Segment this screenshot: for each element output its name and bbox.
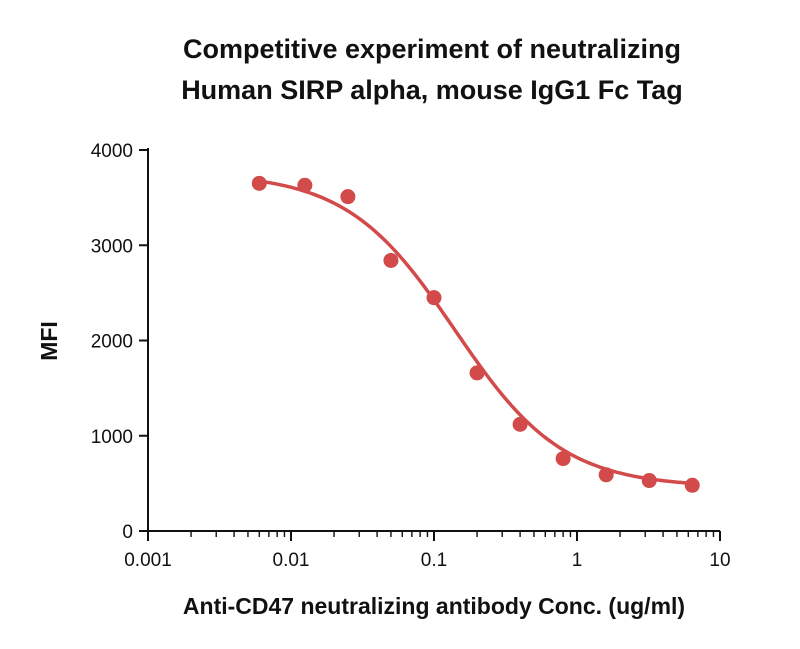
y-axis-title: MFI (36, 321, 62, 361)
fit-curve-layer (257, 179, 695, 486)
x-axis-ticks: 0.001 0.01 0.1 1 10 (124, 531, 731, 571)
x-tick-label-2: 0.1 (421, 550, 447, 571)
x-tick-label-0: 0.001 (124, 550, 172, 571)
y-tick-label-0: 0 (122, 522, 133, 543)
data-point-7 (555, 451, 571, 467)
data-point-4 (426, 290, 442, 306)
data-point-1 (297, 177, 313, 193)
y-tick-label-3000: 3000 (91, 236, 133, 257)
x-tick-label-1: 0.01 (273, 550, 310, 571)
x-tick-label-3: 1 (572, 550, 583, 571)
x-axis-title: Anti-CD47 neutralizing antibody Conc. (u… (183, 593, 685, 619)
data-point-8 (598, 467, 614, 483)
data-point-0 (251, 175, 267, 191)
y-tick-label-4000: 4000 (91, 141, 133, 162)
data-point-3 (383, 252, 399, 268)
data-point-9 (641, 473, 657, 489)
chart-title-line-1: Competitive experiment of neutralizing (183, 34, 681, 64)
data-point-6 (512, 416, 528, 432)
x-tick-label-4: 10 (709, 550, 730, 571)
chart-title-line-2: Human SIRP alpha, mouse IgG1 Fc Tag (181, 75, 683, 105)
y-tick-label-1000: 1000 (91, 427, 133, 448)
data-point-5 (469, 365, 485, 381)
chart-title: Competitive experiment of neutralizing H… (181, 34, 683, 105)
y-tick-label-2000: 2000 (91, 332, 133, 353)
fit-curve (257, 179, 695, 486)
data-point-2 (340, 189, 356, 205)
data-points-layer (251, 175, 700, 493)
data-point-10 (684, 477, 700, 493)
y-axis-ticks: 0 1000 2000 3000 4000 (91, 141, 148, 543)
